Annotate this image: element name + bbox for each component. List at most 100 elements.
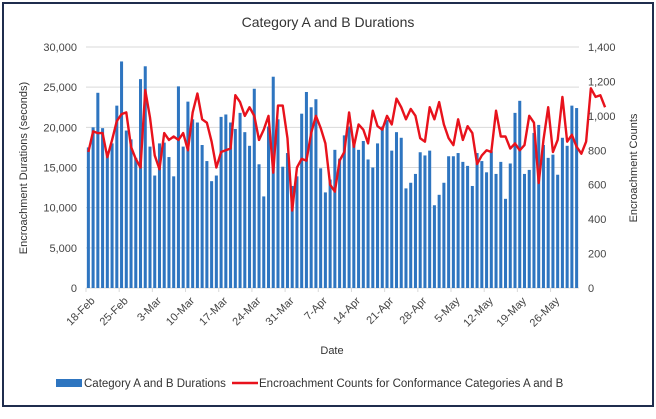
- x-tick-label: 24-Mar: [230, 295, 263, 328]
- y2-tick-label: 1,400: [588, 42, 616, 54]
- bar: [532, 132, 536, 288]
- bar: [195, 122, 199, 288]
- y-tick-label: 30,000: [43, 42, 77, 54]
- bar: [423, 155, 427, 288]
- x-tick-label: 5-May: [432, 295, 462, 325]
- bar: [451, 156, 455, 288]
- x-tick-label: 12-May: [461, 295, 496, 330]
- bar: [551, 154, 555, 288]
- bar-series: [86, 61, 579, 289]
- y2-tick-label: 400: [588, 214, 606, 226]
- bar: [167, 157, 171, 288]
- bar: [96, 92, 100, 288]
- bar: [537, 124, 541, 288]
- x-tick-label: 28-Apr: [398, 295, 430, 327]
- bar: [371, 167, 375, 288]
- y2-tick-label: 800: [588, 145, 606, 157]
- y2-tick-label: 200: [588, 249, 606, 261]
- bar: [153, 175, 157, 288]
- y-axis-left: 0 5,000 10,000 15,000 20,000 25,000 30,000: [43, 42, 77, 295]
- bar: [508, 163, 512, 288]
- bar: [560, 137, 564, 288]
- bar: [394, 132, 399, 288]
- bar: [513, 112, 517, 289]
- x-tick-label: 31-Mar: [264, 295, 297, 328]
- bar: [428, 150, 432, 288]
- bar: [319, 168, 323, 288]
- bar: [124, 130, 128, 288]
- bar: [518, 100, 522, 288]
- bar: [527, 169, 531, 288]
- x-tick-label: 14-Apr: [331, 295, 363, 327]
- x-tick-label: 26-May: [528, 295, 563, 330]
- bar: [162, 142, 166, 288]
- bar: [176, 86, 180, 288]
- bar: [262, 196, 266, 288]
- x-axis-title: Date: [320, 345, 343, 357]
- bar: [480, 161, 484, 288]
- bar: [357, 149, 361, 288]
- bar: [276, 119, 280, 288]
- bar: [437, 194, 441, 288]
- bar: [266, 126, 271, 288]
- bar: [86, 147, 90, 288]
- bar: [252, 88, 256, 289]
- bar: [347, 126, 351, 288]
- bar: [281, 166, 285, 288]
- bar: [418, 152, 422, 288]
- bar: [380, 126, 384, 288]
- bar: [186, 101, 190, 288]
- bar: [556, 174, 560, 288]
- bar: [290, 185, 294, 288]
- bar: [248, 145, 252, 288]
- line-path: [87, 87, 607, 212]
- bar: [352, 144, 356, 288]
- bar: [219, 116, 223, 288]
- bar: [546, 157, 550, 288]
- bar: [210, 181, 214, 288]
- bar: [157, 143, 161, 288]
- bar: [129, 139, 133, 288]
- bar: [385, 120, 389, 288]
- bar: [390, 150, 394, 288]
- bar: [300, 113, 304, 289]
- bar: [120, 61, 124, 289]
- legend: Category A and B Durations Encroachment …: [56, 378, 564, 390]
- y-axis-right: 0 200 400 600 800 1,000 1,200 1,400: [588, 42, 616, 295]
- bar: [404, 188, 408, 288]
- y2-axis-title: Encroachment Counts: [628, 113, 640, 222]
- bar: [224, 114, 228, 288]
- bar: [361, 140, 365, 288]
- bar: [470, 185, 474, 288]
- bar: [172, 176, 176, 288]
- bar: [323, 192, 327, 288]
- x-tick-label: 21-Apr: [364, 295, 396, 327]
- bar: [494, 173, 498, 288]
- bar: [366, 159, 370, 288]
- bar: [229, 122, 233, 288]
- bar: [565, 145, 569, 288]
- bar: [304, 91, 308, 289]
- bar: [328, 179, 332, 288]
- y2-tick-label: 1,200: [588, 76, 616, 88]
- y2-tick-label: 0: [588, 283, 594, 295]
- bar: [409, 182, 413, 288]
- x-tick-label: 10-Mar: [164, 295, 197, 328]
- bar: [456, 153, 460, 288]
- bar: [314, 99, 318, 288]
- y-tick-label: 10,000: [43, 203, 77, 215]
- bar: [413, 173, 417, 288]
- bar: [432, 205, 436, 288]
- legend-label-line: Encroachment Counts for Conformance Cate…: [259, 378, 564, 390]
- bar: [342, 135, 346, 288]
- y-tick-label: 20,000: [43, 122, 77, 134]
- bar: [200, 145, 204, 288]
- bar: [91, 127, 95, 288]
- bar: [143, 66, 147, 288]
- bar: [233, 128, 237, 288]
- bar: [238, 112, 242, 289]
- bar: [485, 172, 489, 288]
- bar: [110, 143, 114, 288]
- x-tick-label: 18-Feb: [64, 295, 97, 328]
- bar: [461, 161, 465, 288]
